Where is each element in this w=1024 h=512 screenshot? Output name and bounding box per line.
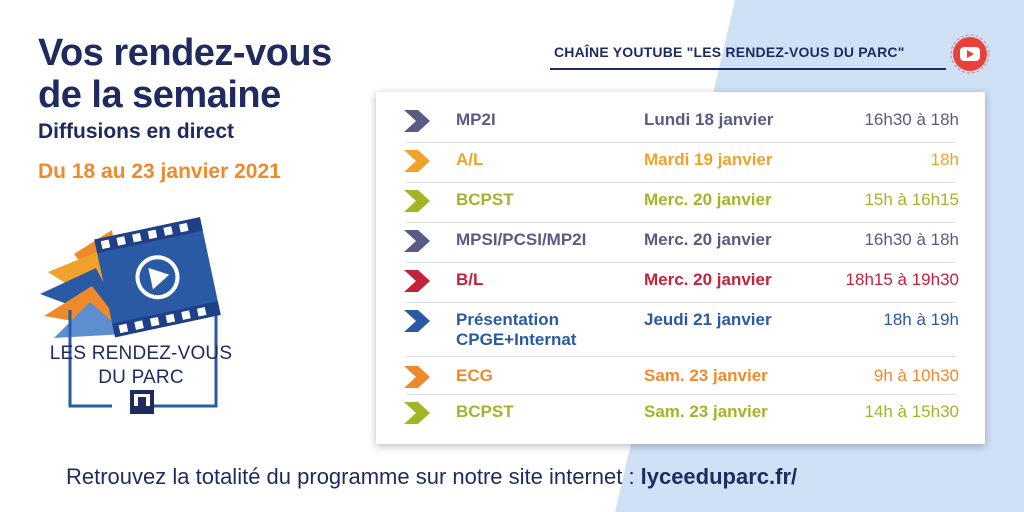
- row-divider: [406, 182, 956, 183]
- schedule-time: 18h à 19h: [883, 310, 959, 329]
- schedule-track: BCPST: [456, 190, 514, 209]
- schedule-track: Présentation CPGE+Internat: [456, 310, 577, 349]
- footer-message: Retrouvez la totalité du programme sur n…: [66, 464, 635, 489]
- logo-wordmark: LES RENDEZ-VOUS DU PARC: [30, 342, 252, 390]
- film-logo-icon: [40, 217, 221, 414]
- schedule-track: B/L: [456, 270, 484, 289]
- chevron-right-icon: [404, 110, 430, 132]
- chevron-right-icon: [404, 190, 430, 212]
- chevron-right-icon: [404, 270, 430, 292]
- row-divider: [406, 394, 956, 395]
- schedule-time: 9h à 10h30: [873, 366, 959, 385]
- row-divider: [406, 302, 956, 303]
- schedule-time: 18h: [930, 150, 959, 169]
- schedule-track: MP2I: [456, 110, 496, 129]
- schedule-track: ECG: [456, 366, 493, 385]
- youtube-channel-label[interactable]: CHAÎNE YOUTUBE "LES RENDEZ-VOUS DU PARC": [554, 44, 905, 60]
- page-title: Vos rendez-vous de la semaine: [38, 32, 398, 116]
- chevron-right-icon: [404, 310, 430, 332]
- page-title-line2: de la semaine: [38, 74, 281, 116]
- youtube-play-icon[interactable]: [950, 34, 990, 74]
- schedule-day: Mardi 19 janvier: [644, 150, 773, 169]
- schedule-day: Sam. 23 janvier: [644, 402, 768, 421]
- schedule-day: Lundi 18 janvier: [644, 110, 774, 129]
- chevron-right-icon: [404, 402, 430, 424]
- schedule-time: 16h30 à 18h: [864, 230, 959, 249]
- website-link[interactable]: lyceeduparc.fr/: [640, 464, 798, 489]
- schedule-day: Merc. 20 janvier: [644, 270, 772, 289]
- schedule-day: Merc. 20 janvier: [644, 190, 772, 209]
- youtube-label-underline: [550, 68, 946, 70]
- schedule-day: Sam. 23 janvier: [644, 366, 768, 385]
- schedule-track: BCPST: [456, 402, 514, 421]
- logo-wordmark-line1: LES RENDEZ-VOUS: [49, 343, 233, 364]
- schedule-time: 18h15 à 19h30: [845, 270, 959, 289]
- date-range: Du 18 au 23 janvier 2021: [38, 160, 281, 183]
- footer-text: Retrouvez la totalité du programme sur n…: [66, 464, 797, 490]
- row-divider: [406, 222, 956, 223]
- schedule-table: MP2I Lundi 18 janvier 16h30 à 18h A/L Ma…: [376, 92, 985, 444]
- chevron-right-icon: [404, 366, 430, 388]
- chevron-right-icon: [404, 230, 430, 252]
- schedule-day: Jeudi 21 janvier: [644, 310, 772, 329]
- schedule-day: Merc. 20 janvier: [644, 230, 772, 249]
- schedule-track: MPSI/PCSI/MP2I: [456, 230, 587, 249]
- row-divider: [406, 142, 956, 143]
- schedule-track: A/L: [456, 150, 484, 169]
- schedule-time: 16h30 à 18h: [864, 110, 959, 129]
- row-divider: [406, 262, 956, 263]
- schedule-time: 15h à 16h15: [864, 190, 959, 209]
- page-title-line1: Vos rendez-vous: [38, 32, 332, 74]
- chevron-right-icon: [404, 150, 430, 172]
- schedule-time: 14h à 15h30: [864, 402, 959, 421]
- logo-wordmark-line2: DU PARC: [98, 367, 184, 388]
- row-divider: [406, 356, 956, 357]
- subtitle: Diffusions en direct: [38, 120, 235, 143]
